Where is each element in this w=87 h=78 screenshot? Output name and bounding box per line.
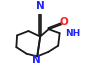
Text: O: O (60, 17, 68, 27)
Text: N: N (36, 1, 45, 11)
Text: N: N (32, 55, 41, 65)
Text: NH: NH (66, 29, 81, 38)
